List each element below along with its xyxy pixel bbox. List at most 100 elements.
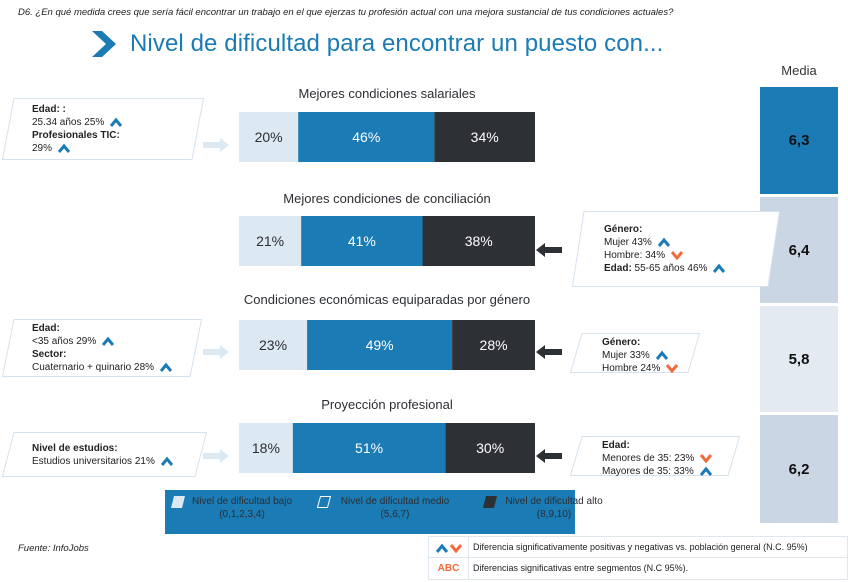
key-text: Diferencias significativas entre segment… bbox=[473, 563, 689, 573]
note-line: Mujer 33% bbox=[602, 349, 678, 362]
media-value: 5,8 bbox=[760, 306, 838, 412]
arrow-down-icon bbox=[666, 364, 679, 374]
note-line: Edad: : bbox=[32, 103, 122, 116]
arrow-down-icon bbox=[700, 454, 713, 464]
category-title: Condiciones económicas equiparadas por g… bbox=[243, 292, 531, 307]
segment-note-right: Género: Mujer 33% Hombre 24% bbox=[570, 333, 700, 375]
note-frame bbox=[572, 211, 780, 287]
data-label: 18% bbox=[252, 440, 280, 456]
arrow-up-icon bbox=[657, 238, 670, 248]
bar-segment-mid bbox=[292, 423, 446, 473]
legend-swatch-mid bbox=[317, 496, 331, 508]
note-line: Género: bbox=[604, 223, 725, 236]
note-line: Género: bbox=[602, 336, 678, 349]
note-line: Edad: 55-65 años 46% bbox=[604, 262, 726, 275]
legend-label: Nivel de dificultad medio bbox=[340, 496, 450, 507]
note-frame bbox=[570, 436, 740, 476]
abc-icon: ABC bbox=[429, 558, 469, 579]
arrow-left-icon bbox=[536, 449, 562, 463]
note-frame bbox=[2, 432, 207, 477]
segment-note-right: Género: Mujer 43% Hombre: 34% Edad: 55-65 a… bbox=[572, 211, 780, 287]
note-line: Profesionales TIC: bbox=[32, 129, 122, 142]
arrow-right-icon bbox=[203, 449, 229, 463]
category-title: Proyección profesional bbox=[321, 397, 453, 412]
key-row: ABC Diferencias significativas entre seg… bbox=[429, 558, 848, 579]
arrow-up-icon bbox=[160, 456, 173, 466]
data-label: 30% bbox=[476, 440, 504, 456]
note-frame bbox=[2, 319, 202, 377]
note-line-heading: Profesionales TIC: bbox=[32, 130, 120, 141]
data-label: 20% bbox=[255, 129, 283, 145]
key-row: Diferencia significativamente positivas … bbox=[429, 537, 848, 558]
note-line: Estudios universitarios 21% bbox=[32, 455, 173, 468]
note-line-text: Mujer 33% bbox=[602, 350, 650, 361]
note-frame bbox=[570, 333, 700, 373]
arrow-left-icon bbox=[536, 243, 562, 257]
note-line-text: Cuaternario + quinario 28% bbox=[32, 362, 155, 373]
arrow-up-icon bbox=[713, 264, 726, 274]
arrow-right-icon bbox=[203, 138, 229, 152]
arrow-up-icon bbox=[58, 144, 71, 154]
arrow-up-icon bbox=[699, 467, 712, 477]
bar-segment-low bbox=[239, 320, 308, 370]
note-line: Edad: bbox=[32, 322, 172, 335]
stacked-bar: 21% 41% 38% bbox=[239, 216, 535, 266]
note-line-text: 25.34 años 25% bbox=[32, 117, 105, 128]
media-value: 6,3 bbox=[760, 87, 838, 194]
title-row: Nivel de dificultad para encontrar un pu… bbox=[92, 28, 663, 60]
legend: Nivel de dificultad bajo (0,1,2,3,4) Niv… bbox=[165, 490, 603, 534]
arrow-up-icon bbox=[110, 118, 123, 128]
data-label: 46% bbox=[352, 129, 380, 145]
note-line-heading: Nivel de estudios: bbox=[32, 442, 118, 454]
note-line: Menores de 35: 23% bbox=[602, 452, 713, 465]
arrow-down-icon bbox=[671, 251, 684, 261]
data-label: 49% bbox=[366, 337, 394, 353]
note-line-heading: Género: bbox=[602, 337, 641, 348]
note-line-heading: Edad: bbox=[32, 323, 60, 334]
note-line-text: Mujer 43% bbox=[604, 237, 652, 248]
stacked-bar: 20% 46% 34% bbox=[239, 112, 535, 162]
data-label: 41% bbox=[348, 233, 376, 249]
bar-segment-low bbox=[239, 216, 302, 266]
arrow-up-icon bbox=[102, 337, 115, 347]
bar-segment-high bbox=[445, 423, 535, 473]
note-line: Cuaternario + quinario 28% bbox=[32, 361, 173, 374]
arrow-left-icon bbox=[536, 345, 562, 359]
legend-item-mid: Nivel de dificultad medio (5,6,7) bbox=[335, 495, 455, 521]
data-label: 38% bbox=[465, 233, 493, 249]
note-line-heading: Sector: bbox=[32, 349, 67, 360]
category-title: Mejores condiciones salariales bbox=[298, 86, 476, 101]
bar-segment-high bbox=[452, 320, 535, 370]
bar-segment-mid bbox=[307, 320, 453, 370]
note-line: Mayores de 35: 33% bbox=[602, 465, 712, 478]
segment-note-left: Edad: <35 años 29% Sector: Cuaternario + qu… bbox=[2, 319, 202, 377]
significance-key: Diferencia significativamente positivas … bbox=[428, 536, 848, 580]
note-line-text: <35 años 29% bbox=[32, 336, 97, 347]
arrow-up-icon bbox=[160, 363, 173, 373]
media-value: 6,2 bbox=[760, 415, 838, 523]
data-label: 28% bbox=[480, 337, 508, 353]
source-text: Fuente: InfoJobs bbox=[18, 543, 89, 554]
note-line-heading: Edad: bbox=[604, 263, 632, 274]
legend-item-high: Nivel de dificultad alto (8,9,10) bbox=[499, 495, 609, 521]
legend-swatch-high bbox=[483, 496, 497, 508]
key-text: Diferencia significativamente positivas … bbox=[473, 542, 808, 552]
note-line-text: Mayores de 35: 33% bbox=[602, 466, 694, 477]
segment-note-left: Nivel de estudios: Estudios universitario… bbox=[2, 432, 207, 477]
note-line: <35 años 29% bbox=[32, 335, 172, 348]
note-line: Hombre 24% bbox=[602, 362, 679, 375]
bar-segment-mid bbox=[298, 112, 435, 162]
note-line: 29% bbox=[32, 142, 122, 155]
chevron-right-icon bbox=[92, 31, 116, 57]
segment-note-left: Edad: : 25.34 años 25% Profesionales TIC: 2… bbox=[2, 98, 204, 160]
legend-range: (0,1,2,3,4) bbox=[219, 509, 265, 520]
legend-label: Nivel de dificultad bajo bbox=[191, 496, 293, 507]
note-line: Hombre: 34% bbox=[604, 249, 725, 262]
note-line-text: Hombre 24% bbox=[602, 363, 661, 374]
legend-item-low: Nivel de dificultad bajo (0,1,2,3,4) bbox=[187, 495, 297, 521]
bar-segment-high bbox=[422, 216, 535, 266]
legend-swatch-low bbox=[171, 496, 185, 508]
note-line-heading: Edad: : bbox=[32, 104, 66, 115]
bar-segment-low bbox=[239, 112, 299, 162]
page-title: Nivel de dificultad para encontrar un pu… bbox=[130, 30, 664, 57]
